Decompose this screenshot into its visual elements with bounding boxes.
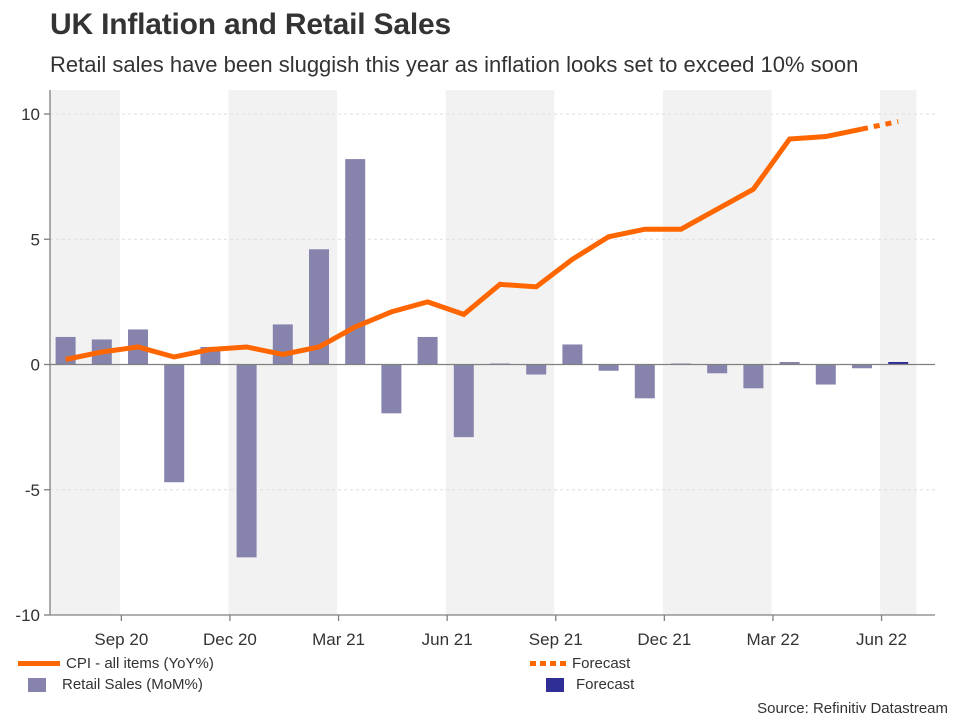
x-tick-label: Dec 21 <box>637 630 691 649</box>
retail-bar <box>598 364 619 371</box>
retail-bar <box>236 364 257 558</box>
retail-bar <box>272 324 293 365</box>
retail-bar <box>345 159 366 365</box>
quarter-band <box>880 90 917 615</box>
x-tick-labels: Sep 20 Dec 20 Mar 21 Jun 21 Sep 21 Dec 21 Mar … <box>94 630 907 649</box>
retail-forecast-bar <box>888 361 909 365</box>
legend-swatch-cpi-forecast <box>530 661 566 666</box>
legend-item-retail-forecast: Forecast <box>536 676 634 693</box>
y-tick-label: -10 <box>15 606 40 625</box>
x-tick-label: Jun 21 <box>422 630 473 649</box>
legend-label-cpi: CPI - all items (YoY%) <box>66 655 214 672</box>
retail-bar <box>634 364 655 399</box>
quarter-bands <box>50 90 917 615</box>
legend-item-retail: Retail Sales (MoM%) <box>18 676 203 693</box>
x-tick-label: Sep 20 <box>94 630 148 649</box>
x-tick-label: Mar 22 <box>746 630 799 649</box>
legend-label-cpi-forecast: Forecast <box>572 655 631 672</box>
legend-label-retail: Retail Sales (MoM%) <box>62 676 203 693</box>
x-tick-label: Sep 21 <box>529 630 583 649</box>
x-tick-label: Dec 20 <box>203 630 257 649</box>
retail-bar <box>743 364 764 389</box>
retail-bar <box>309 249 329 365</box>
retail-bar <box>707 364 728 374</box>
cpi-line <box>65 126 863 362</box>
legend-swatch-cpi <box>18 661 60 666</box>
retail-bar <box>381 364 402 414</box>
legend-swatch-retail-forecast <box>546 677 564 692</box>
retail-bar <box>164 364 185 483</box>
legend-item-cpi: CPI - all items (YoY%) <box>18 655 214 672</box>
source-note: Source: Refinitiv Datastream <box>757 700 948 717</box>
x-tick-label: Mar 21 <box>312 630 365 649</box>
y-tick-label: 5 <box>31 230 40 249</box>
legend-label-retail-forecast: Forecast <box>576 676 635 693</box>
legend-item-cpi-forecast: Forecast <box>524 655 630 672</box>
quarter-band <box>445 90 555 615</box>
y-tick-label: 10 <box>21 105 40 124</box>
cpi-lines <box>65 119 899 362</box>
chart-subtitle: Retail sales have been sluggish this yea… <box>50 52 859 77</box>
x-tick-label: Jun 22 <box>856 630 907 649</box>
y-tick-labels: 10 5 0 -5 -10 <box>15 105 40 625</box>
legend-swatch-retail <box>28 677 46 692</box>
retail-bar <box>779 361 800 365</box>
retail-bar <box>562 344 583 365</box>
y-tick-label: -5 <box>25 481 40 500</box>
quarter-band <box>662 90 772 615</box>
y-tick-label: 0 <box>31 356 40 375</box>
retail-bar <box>417 336 438 365</box>
chart-title: UK Inflation and Retail Sales <box>50 8 451 41</box>
retail-bar <box>852 364 872 369</box>
axes <box>44 90 935 621</box>
retail-bar <box>526 364 547 375</box>
retail-bar <box>453 364 474 438</box>
retail-bar <box>815 364 836 385</box>
